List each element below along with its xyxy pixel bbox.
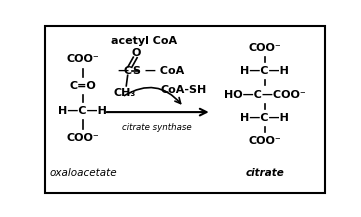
Text: C: C <box>123 66 132 76</box>
Text: O: O <box>131 48 141 58</box>
Text: citrate synthase: citrate synthase <box>122 123 192 132</box>
Text: — S — CoA: — S — CoA <box>118 66 184 76</box>
Text: CoA-SH: CoA-SH <box>161 85 207 95</box>
Text: H—C—H: H—C—H <box>240 66 289 76</box>
Text: COO⁻: COO⁻ <box>66 54 99 64</box>
Text: CH₃: CH₃ <box>114 88 136 98</box>
Text: acetyl CoA: acetyl CoA <box>112 36 178 46</box>
Text: COO⁻: COO⁻ <box>66 133 99 143</box>
Text: H—C—H: H—C—H <box>58 106 107 116</box>
Text: COO⁻: COO⁻ <box>248 136 281 146</box>
Text: H—C—H: H—C—H <box>240 113 289 123</box>
Text: C=O: C=O <box>70 81 96 91</box>
Text: HO—C—COO⁻: HO—C—COO⁻ <box>224 90 306 100</box>
Text: citrate: citrate <box>245 168 284 178</box>
Text: oxaloacetate: oxaloacetate <box>49 168 117 178</box>
Text: COO⁻: COO⁻ <box>248 43 281 53</box>
